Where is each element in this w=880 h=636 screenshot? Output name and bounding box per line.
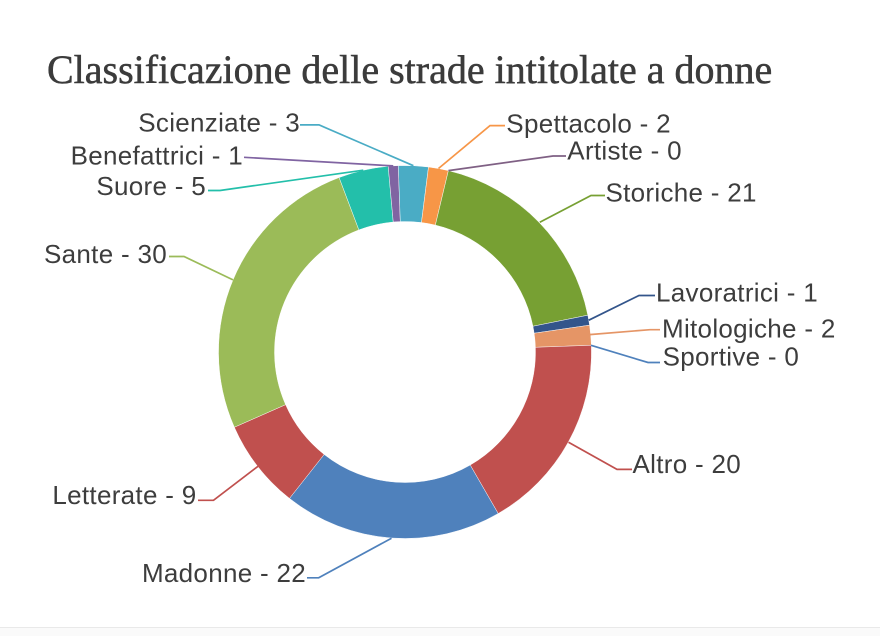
svg-text:Storiche - 21: Storiche - 21 — [606, 178, 757, 208]
svg-text:Sportive - 0: Sportive - 0 — [663, 342, 800, 372]
svg-text:Letterate - 9: Letterate - 9 — [52, 480, 196, 510]
svg-text:Classificazione delle strade i: Classificazione delle strade intitolate … — [47, 47, 772, 92]
svg-text:Artiste - 0: Artiste - 0 — [567, 136, 682, 166]
svg-text:Altro - 20: Altro - 20 — [633, 449, 742, 479]
svg-text:Benefattrici - 1: Benefattrici - 1 — [71, 141, 243, 171]
svg-text:Spettacolo - 2: Spettacolo - 2 — [506, 108, 671, 138]
svg-text:Madonne - 22: Madonne - 22 — [142, 558, 306, 588]
svg-text:Scienziate - 3: Scienziate - 3 — [138, 108, 300, 138]
svg-text:Lavoratrici - 1: Lavoratrici - 1 — [656, 278, 818, 308]
svg-text:Sante - 30: Sante - 30 — [44, 239, 167, 269]
svg-text:Mitologiche - 2: Mitologiche - 2 — [662, 313, 836, 343]
svg-text:Suore - 5: Suore - 5 — [96, 171, 206, 201]
